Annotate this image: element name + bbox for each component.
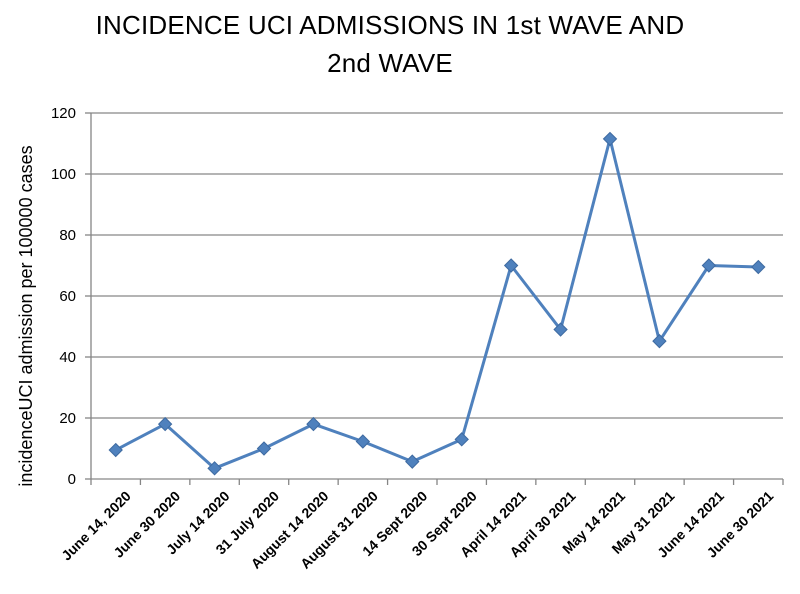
data-point-marker (503, 258, 519, 273)
data-point-marker (256, 441, 272, 456)
y-tick-label: 80 (59, 227, 76, 244)
series-line (115, 137, 759, 470)
y-axis-label: incidenceUCI admission per 100000 cases (16, 145, 36, 486)
data-point-marker (454, 432, 469, 447)
data-point-marker (306, 416, 321, 432)
y-tick-label: 60 (59, 288, 76, 305)
data-point-marker (602, 131, 618, 147)
data-point-marker (652, 333, 667, 349)
data-point-marker (751, 259, 766, 275)
y-tick-label: 40 (59, 349, 76, 366)
data-point-marker (701, 258, 717, 273)
data-point-marker (157, 416, 173, 432)
data-point-marker (355, 434, 371, 449)
chart-title-line1: INCIDENCE UCI ADMISSIONS IN 1st WAVE AND (95, 10, 685, 40)
y-tick-label: 100 (51, 166, 76, 183)
y-tick-label: 120 (51, 105, 76, 122)
data-point-marker (207, 461, 222, 476)
y-tick-label: 0 (68, 471, 76, 488)
chart-title-line2: 2nd WAVE (327, 48, 453, 78)
data-point-marker (108, 442, 123, 458)
data-point-marker (553, 322, 568, 337)
y-tick-label: 20 (59, 410, 76, 427)
data-point-marker (405, 454, 420, 469)
